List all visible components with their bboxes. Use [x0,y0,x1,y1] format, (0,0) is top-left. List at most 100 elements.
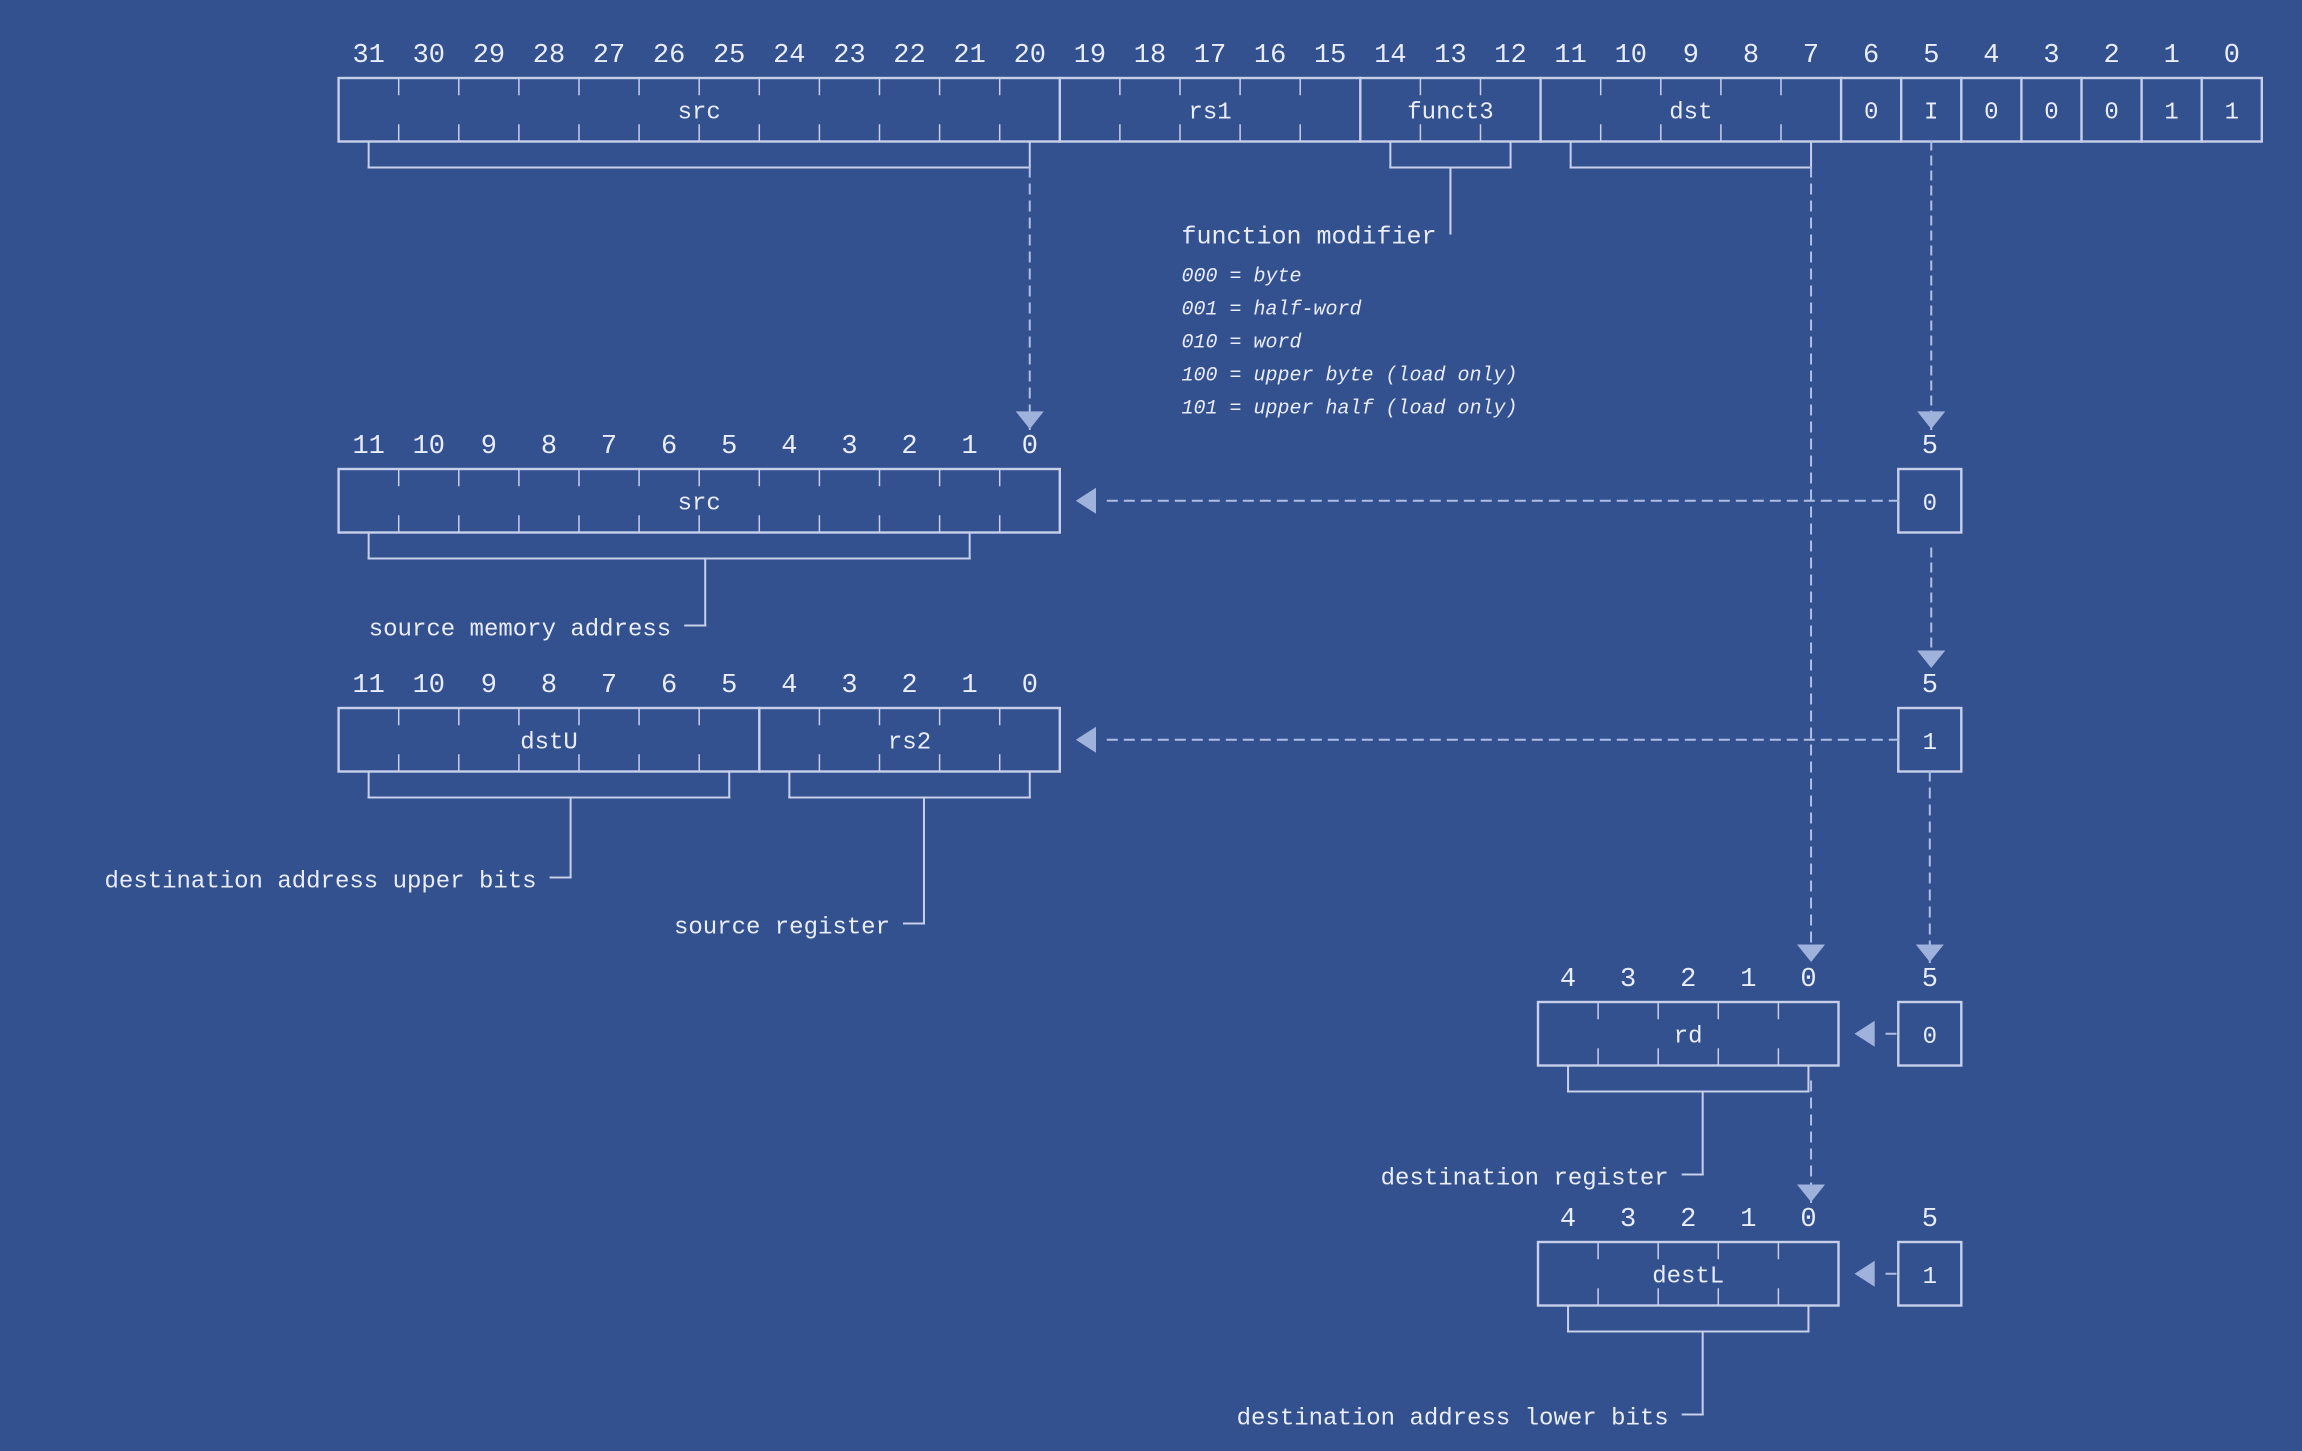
svg-text:20: 20 [1014,41,1046,71]
svg-text:2: 2 [2103,41,2119,71]
svg-text:rd: rd [1674,1023,1703,1050]
svg-text:18: 18 [1134,41,1166,71]
svg-text:funct3: funct3 [1407,99,1493,126]
svg-text:destination register: destination register [1381,1166,1669,1193]
svg-text:2: 2 [1680,965,1696,995]
svg-text:28: 28 [533,41,565,71]
svg-text:0: 0 [1800,1205,1816,1235]
svg-text:17: 17 [1194,41,1226,71]
svg-text:0: 0 [1800,965,1816,995]
svg-text:4: 4 [1560,1205,1576,1235]
svg-text:1: 1 [1923,1264,1937,1291]
svg-text:5: 5 [1923,41,1939,71]
svg-text:5: 5 [1922,671,1938,701]
svg-text:10: 10 [1615,41,1647,71]
svg-text:6: 6 [661,432,677,462]
svg-text:destination address upper bits: destination address upper bits [105,869,537,896]
svg-text:1: 1 [1740,1205,1756,1235]
svg-text:0: 0 [1864,99,1878,126]
svg-text:11: 11 [352,671,384,701]
svg-text:1: 1 [1740,965,1756,995]
svg-text:16: 16 [1254,41,1286,71]
svg-text:24: 24 [773,41,805,71]
svg-text:7: 7 [601,671,617,701]
svg-text:31: 31 [352,41,384,71]
svg-text:7: 7 [601,432,617,462]
svg-text:1: 1 [961,671,977,701]
svg-text:source register: source register [674,915,890,942]
svg-text:dstU: dstU [520,729,578,756]
svg-text:0: 0 [1923,1024,1937,1051]
svg-text:4: 4 [1560,965,1576,995]
svg-text:8: 8 [1743,41,1759,71]
svg-text:11: 11 [1554,41,1586,71]
svg-text:27: 27 [593,41,625,71]
svg-text:010 = word: 010 = word [1182,332,1302,355]
svg-text:1: 1 [2164,41,2180,71]
svg-text:3: 3 [841,671,857,701]
svg-text:function modifier: function modifier [1181,223,1436,252]
svg-text:1: 1 [961,432,977,462]
svg-text:0: 0 [1022,671,1038,701]
svg-text:4: 4 [1983,41,1999,71]
svg-text:src: src [678,99,721,126]
svg-text:0: 0 [1923,491,1937,518]
svg-text:0: 0 [1022,432,1038,462]
svg-text:12: 12 [1494,41,1526,71]
svg-text:9: 9 [481,432,497,462]
svg-text:001 = half-word: 001 = half-word [1182,299,1362,322]
svg-text:19: 19 [1074,41,1106,71]
svg-text:rs2: rs2 [888,729,931,756]
svg-text:7: 7 [1803,41,1819,71]
svg-text:14: 14 [1374,41,1406,71]
svg-text:26: 26 [653,41,685,71]
svg-text:5: 5 [1922,1205,1938,1235]
svg-text:destination address lower bits: destination address lower bits [1237,1406,1669,1433]
svg-text:0: 0 [2224,41,2240,71]
svg-text:10: 10 [413,671,445,701]
svg-text:9: 9 [481,671,497,701]
svg-text:4: 4 [781,432,797,462]
svg-text:1: 1 [2225,99,2239,126]
svg-text:30: 30 [413,41,445,71]
svg-text:23: 23 [833,41,865,71]
svg-text:5: 5 [1922,432,1938,462]
svg-text:25: 25 [713,41,745,71]
svg-text:1: 1 [1923,730,1937,757]
svg-text:2: 2 [1680,1205,1696,1235]
svg-text:100 = upper byte (load only): 100 = upper byte (load only) [1182,365,1518,388]
svg-text:0: 0 [1984,99,1998,126]
svg-text:5: 5 [1922,965,1938,995]
svg-text:4: 4 [781,671,797,701]
svg-text:3: 3 [841,432,857,462]
svg-text:source memory address: source memory address [369,617,671,644]
svg-text:000 = byte: 000 = byte [1182,266,1302,289]
svg-text:9: 9 [1683,41,1699,71]
svg-text:2: 2 [901,671,917,701]
svg-text:3: 3 [1620,965,1636,995]
svg-text:15: 15 [1314,41,1346,71]
svg-text:5: 5 [721,432,737,462]
svg-text:6: 6 [661,671,677,701]
svg-text:3: 3 [2043,41,2059,71]
svg-text:22: 22 [893,41,925,71]
svg-text:6: 6 [1863,41,1879,71]
svg-text:2: 2 [901,432,917,462]
svg-text:destL: destL [1652,1263,1724,1290]
svg-text:rs1: rs1 [1188,99,1231,126]
svg-text:0: 0 [2044,99,2058,126]
svg-text:src: src [678,490,721,517]
svg-text:11: 11 [352,432,384,462]
svg-text:29: 29 [473,41,505,71]
svg-text:21: 21 [953,41,985,71]
svg-text:5: 5 [721,671,737,701]
svg-text:10: 10 [413,432,445,462]
svg-text:13: 13 [1434,41,1466,71]
svg-text:I: I [1924,99,1938,126]
svg-text:dst: dst [1669,99,1712,126]
svg-text:0: 0 [2104,99,2118,126]
svg-text:101 = upper half (load only): 101 = upper half (load only) [1182,398,1518,421]
svg-text:1: 1 [2164,99,2178,126]
svg-text:3: 3 [1620,1205,1636,1235]
svg-text:8: 8 [541,671,557,701]
